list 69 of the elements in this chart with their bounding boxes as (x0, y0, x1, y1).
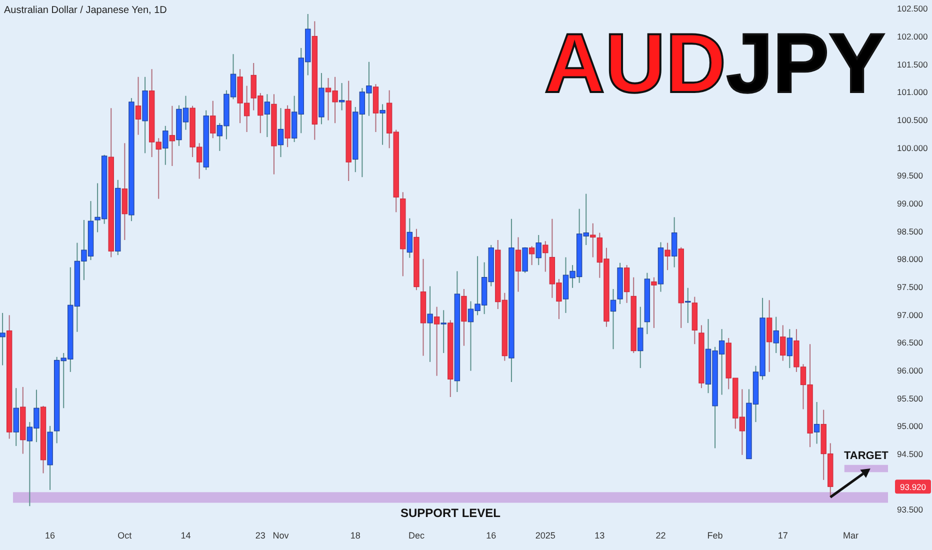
band-label: TARGET (844, 450, 889, 462)
candlestick (0, 312, 6, 366)
candlestick (522, 246, 528, 274)
chart-title: AUDJPY (544, 16, 885, 110)
candlestick (380, 104, 386, 146)
candlestick (210, 100, 216, 139)
x-tick-label: Feb (707, 530, 723, 540)
x-tick-label: Dec (408, 530, 425, 540)
candlestick (135, 76, 142, 136)
y-tick-label: 100.500 (897, 115, 928, 126)
candlestick (610, 288, 616, 350)
x-tick-label: 18 (350, 530, 360, 540)
candlestick (542, 240, 548, 272)
y-tick-label: 97.500 (897, 282, 924, 292)
y-tick-label: 102.500 (897, 4, 928, 14)
candlestick (780, 324, 786, 362)
candlestick (427, 286, 433, 362)
candlestick (264, 94, 270, 138)
candlestick (766, 300, 772, 372)
y-tick-label: 102.000 (897, 32, 928, 42)
y-tick-label: 96.500 (897, 338, 924, 348)
candlestick (786, 328, 793, 369)
y-tick-label: 100.000 (897, 142, 928, 153)
y-tick-label: 99.000 (897, 198, 924, 209)
x-tick-label: Mar (842, 530, 858, 540)
y-tick-label: 95.500 (897, 393, 924, 404)
candlestick (664, 242, 670, 271)
candlestick (440, 310, 446, 354)
candlestick (638, 306, 644, 369)
candlestick (338, 82, 345, 111)
x-tick-label: Nov (272, 530, 290, 540)
y-tick-label: 95.000 (897, 421, 924, 432)
candlestick (13, 388, 19, 446)
candlestick (651, 276, 657, 328)
x-tick-label: 16 (486, 530, 496, 540)
candlestick (434, 306, 440, 376)
candlestick (278, 108, 284, 158)
x-tick-label: Oct (118, 530, 132, 540)
y-tick-label: 101.500 (897, 59, 928, 70)
candlestick (685, 287, 691, 324)
y-tick-label: 101.000 (897, 87, 928, 98)
candlestick (536, 234, 542, 266)
candlestick (624, 264, 630, 304)
y-tick-label: 96.000 (897, 366, 924, 376)
x-tick-label: 14 (180, 530, 191, 540)
candlestick (406, 218, 413, 258)
candlestick (169, 105, 176, 166)
candlestick (814, 402, 820, 444)
candlestick (515, 236, 522, 292)
band-label: SUPPORT LEVEL (400, 506, 501, 520)
x-tick-label: 22 (656, 530, 666, 540)
candlestick (590, 222, 596, 258)
x-tick-label: 23 (255, 530, 266, 540)
candlestick (528, 246, 535, 266)
annotation: 93.920 (900, 482, 926, 492)
y-tick-label: 98.500 (897, 226, 924, 236)
y-tick-label: 98.000 (897, 254, 924, 264)
x-tick-label: 16 (45, 530, 56, 540)
candlestick (162, 125, 168, 166)
x-tick-label: 2025 (535, 530, 556, 540)
y-tick-label: 94.500 (897, 449, 924, 460)
y-tick-label: 97.000 (897, 310, 924, 320)
y-tick-label: 93.500 (897, 504, 924, 515)
chart-subtitle: Australian Dollar / Japanese Yen, 1D (4, 5, 167, 16)
candlestick (773, 316, 779, 354)
x-tick-label: 13 (594, 530, 605, 540)
x-tick-label: 17 (778, 530, 788, 540)
y-tick-label: 99.500 (897, 170, 924, 181)
candlestick (671, 216, 678, 268)
